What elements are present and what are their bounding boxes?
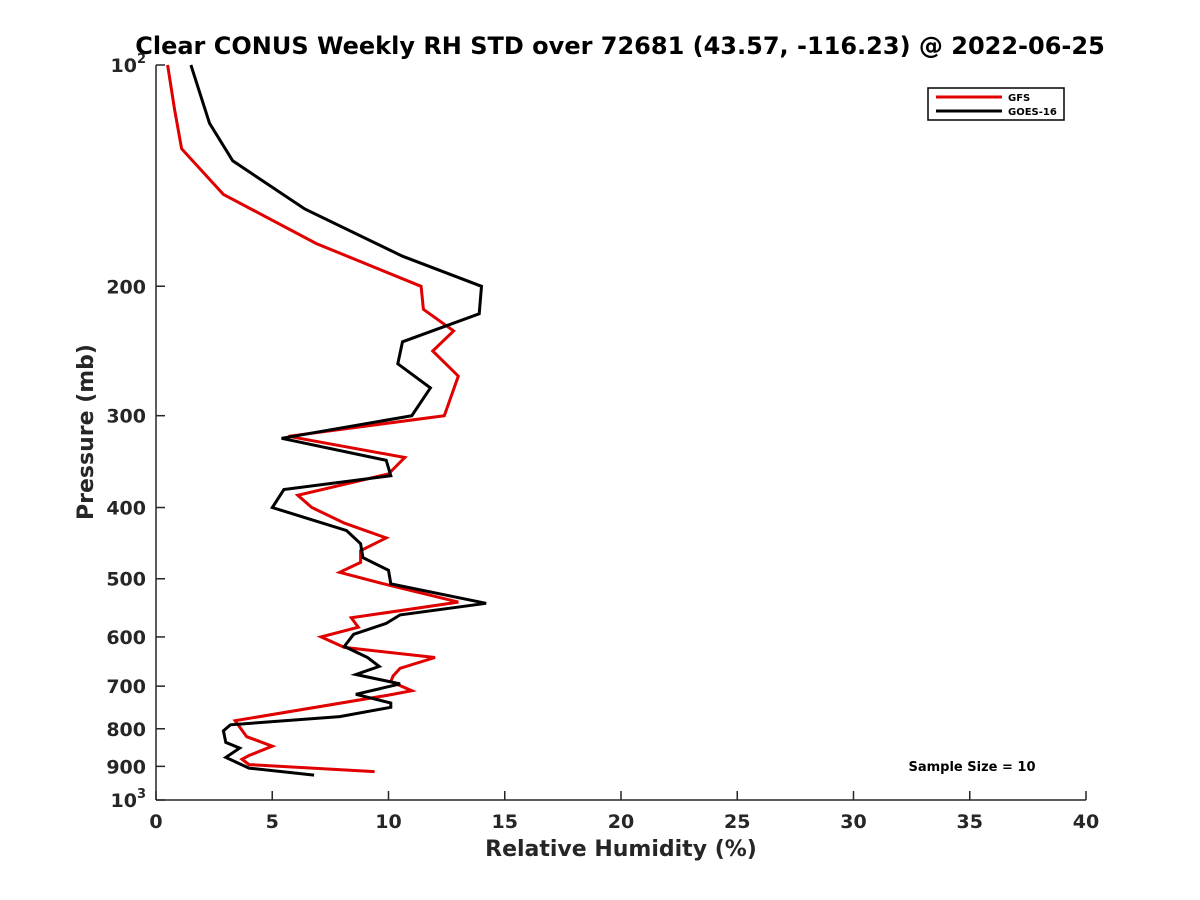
y-tick-label-base: 400	[106, 498, 146, 520]
y-tick-label-base: 10	[111, 55, 137, 77]
y-tick-label-base: 600	[106, 627, 146, 649]
y-axis-label: Pressure (mb)	[74, 344, 99, 520]
legend-label-gfs: GFS	[1008, 93, 1030, 104]
y-tick-label-600: 600	[106, 627, 146, 649]
series-line-goes-16	[189, 64, 487, 777]
x-tick-label-20: 20	[608, 811, 634, 833]
plot-axes	[155, 65, 1086, 801]
x-tick-label-40: 40	[1073, 811, 1099, 833]
legend-box	[927, 87, 1065, 121]
x-tick-label-25: 25	[724, 811, 750, 833]
y-tick-label-500: 500	[106, 569, 146, 591]
y-tick-label-exponent: 2	[137, 52, 146, 67]
x-tick-label-10: 10	[375, 811, 401, 833]
y-tick-label-900: 900	[106, 756, 146, 778]
x-tick-label-15: 15	[492, 811, 518, 833]
x-tick-label-35: 35	[957, 811, 983, 833]
y-tick-label-base: 10	[111, 790, 137, 812]
y-tick-label-400: 400	[106, 498, 146, 520]
y-tick-label-base: 200	[106, 276, 146, 298]
y-tick-label-200: 200	[106, 276, 146, 298]
y-tick-label-base: 900	[106, 756, 146, 778]
y-tick-label-800: 800	[106, 719, 146, 741]
x-axis-ticks: 0 5 10 15 20 25 30 35 40	[149, 791, 1099, 833]
y-tick-label-300: 300	[106, 406, 146, 428]
x-tick-label-5: 5	[266, 811, 279, 833]
y-tick-label-100: 102	[111, 52, 147, 77]
y-tick-label-base: 700	[106, 676, 146, 698]
y-tick-label-exponent: 3	[137, 787, 146, 802]
y-tick-label-1000: 103	[111, 787, 147, 812]
legend-label-goes-16: GOES-16	[1008, 107, 1057, 118]
y-tick-label-base: 800	[106, 719, 146, 741]
y-tick-label-base: 500	[106, 569, 146, 591]
sample-size-annotation: Sample Size = 10	[908, 760, 1035, 775]
y-tick-label-base: 300	[106, 406, 146, 428]
x-axis-label: Relative Humidity (%)	[485, 837, 757, 862]
x-tick-label-30: 30	[840, 811, 866, 833]
series-line-gfs	[166, 64, 461, 774]
series-layer	[166, 64, 487, 777]
x-tick-label-0: 0	[149, 811, 162, 833]
legend: GFS GOES-16	[927, 87, 1065, 121]
chart-title: Clear CONUS Weekly RH STD over 72681 (43…	[135, 32, 1105, 60]
y-tick-label-700: 700	[106, 676, 146, 698]
